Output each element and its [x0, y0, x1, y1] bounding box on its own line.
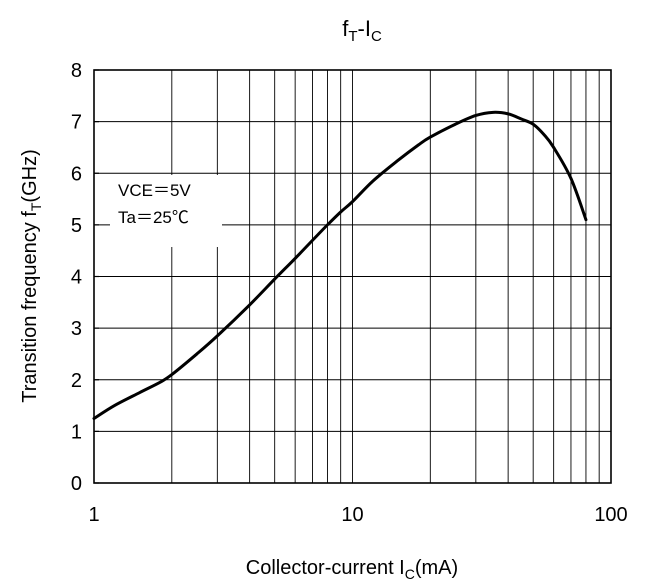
y-tick-labels: 0 1 2 3 4 5 6 7 8 [71, 60, 82, 495]
plot-frame [93, 69, 612, 484]
series-line-0 [92, 110, 588, 420]
y-tick-label: 8 [71, 60, 82, 82]
annotation-background [110, 175, 222, 247]
x-tick-label: 10 [341, 504, 363, 526]
x-tick-label: 1 [88, 504, 99, 526]
y-tick-label: 1 [71, 421, 82, 443]
y-tick-label: 4 [71, 267, 82, 289]
chart-title: fT-IC [342, 16, 382, 45]
grid [94, 69, 611, 484]
y-axis-label: Transition frequency fT(GHz) [19, 149, 44, 402]
y-tick-label: 5 [71, 215, 82, 237]
y-tick-label: 0 [71, 473, 82, 495]
y-tick-label: 6 [71, 163, 82, 185]
annotation-vce: VCE＝5V [118, 181, 191, 200]
x-tick-labels: 1 10 100 [88, 504, 627, 526]
series-group [92, 110, 588, 420]
y-tick-label: 2 [71, 370, 82, 392]
annotation-box: VCE＝5V Ta＝25℃ [110, 175, 222, 247]
y-tick-label: 3 [71, 318, 82, 340]
x-tick-label: 100 [594, 504, 627, 526]
y-tick-label: 7 [71, 112, 82, 134]
annotation-ta: Ta＝25℃ [118, 208, 189, 227]
x-axis-label: Collector-current IC(mA) [246, 557, 458, 582]
